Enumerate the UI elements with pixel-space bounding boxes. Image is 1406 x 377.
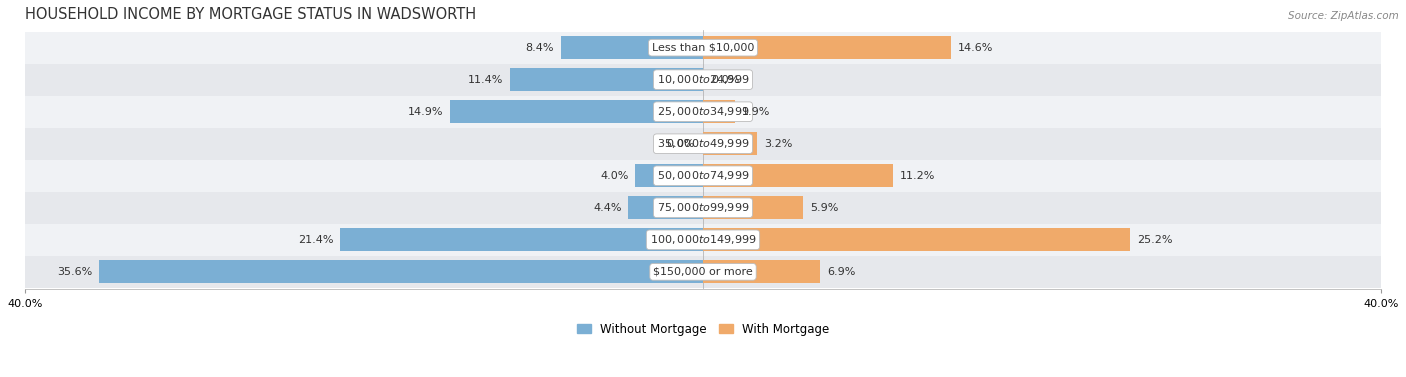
Text: 0.0%: 0.0% (711, 75, 740, 85)
Text: 6.9%: 6.9% (827, 267, 855, 277)
Text: $35,000 to $49,999: $35,000 to $49,999 (657, 137, 749, 150)
Text: $50,000 to $74,999: $50,000 to $74,999 (657, 169, 749, 182)
Bar (25, 224, 1381, 256)
Bar (25, 256, 1381, 288)
Bar (703, 261, 820, 284)
Bar (703, 196, 803, 219)
Bar (25, 32, 1381, 64)
Text: 11.4%: 11.4% (468, 75, 503, 85)
Text: 4.4%: 4.4% (593, 203, 621, 213)
Bar (703, 100, 735, 123)
Text: 4.0%: 4.0% (600, 171, 628, 181)
Text: $75,000 to $99,999: $75,000 to $99,999 (657, 201, 749, 214)
Bar (340, 228, 703, 251)
Bar (100, 261, 703, 284)
Bar (561, 36, 703, 59)
Text: $100,000 to $149,999: $100,000 to $149,999 (650, 233, 756, 246)
Text: Source: ZipAtlas.com: Source: ZipAtlas.com (1288, 11, 1399, 21)
Text: 1.9%: 1.9% (742, 107, 770, 117)
Legend: Without Mortgage, With Mortgage: Without Mortgage, With Mortgage (572, 318, 834, 341)
Bar (450, 100, 703, 123)
Bar (703, 36, 950, 59)
Text: 11.2%: 11.2% (900, 171, 935, 181)
Text: 0.0%: 0.0% (666, 139, 695, 149)
Text: 14.9%: 14.9% (408, 107, 443, 117)
Bar (25, 192, 1381, 224)
Text: 8.4%: 8.4% (526, 43, 554, 53)
Bar (509, 68, 703, 91)
Bar (25, 160, 1381, 192)
Bar (25, 96, 1381, 128)
Text: 21.4%: 21.4% (298, 235, 333, 245)
Bar (703, 164, 893, 187)
Bar (703, 132, 758, 155)
Bar (628, 196, 703, 219)
Bar (25, 128, 1381, 160)
Text: $25,000 to $34,999: $25,000 to $34,999 (657, 105, 749, 118)
Text: 3.2%: 3.2% (763, 139, 793, 149)
Text: HOUSEHOLD INCOME BY MORTGAGE STATUS IN WADSWORTH: HOUSEHOLD INCOME BY MORTGAGE STATUS IN W… (25, 7, 475, 22)
Text: 35.6%: 35.6% (58, 267, 93, 277)
Bar (703, 228, 1130, 251)
Text: 25.2%: 25.2% (1137, 235, 1173, 245)
Bar (636, 164, 703, 187)
Bar (25, 64, 1381, 96)
Text: 14.6%: 14.6% (957, 43, 993, 53)
Text: $10,000 to $24,999: $10,000 to $24,999 (657, 73, 749, 86)
Text: $150,000 or more: $150,000 or more (654, 267, 752, 277)
Text: Less than $10,000: Less than $10,000 (652, 43, 754, 53)
Text: 5.9%: 5.9% (810, 203, 838, 213)
